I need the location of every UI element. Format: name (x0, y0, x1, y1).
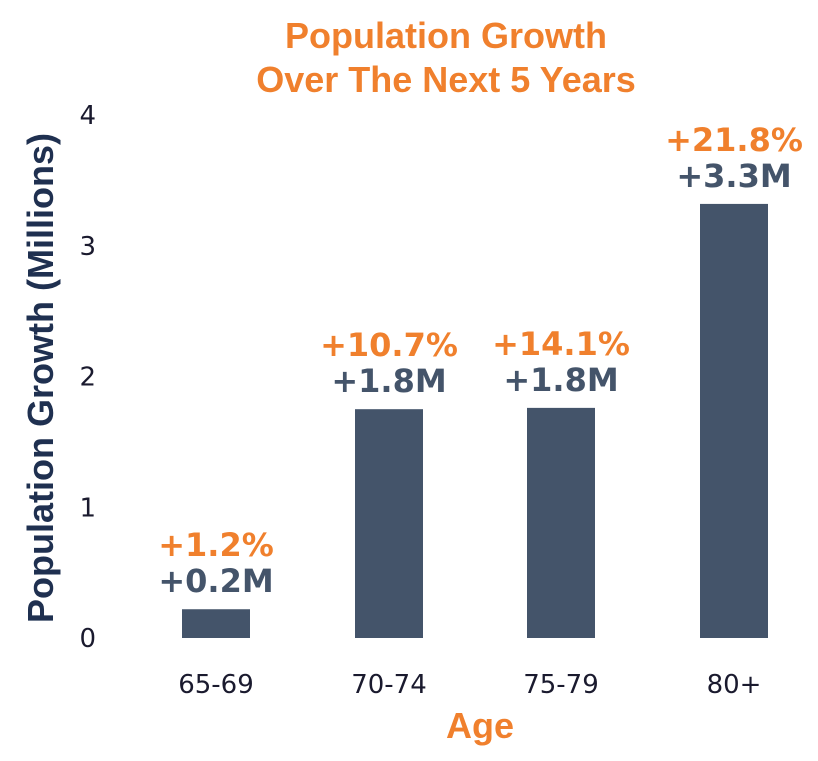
bar-percent-label: +14.1% (492, 325, 630, 363)
x-tick-label: 70-74 (351, 670, 427, 700)
y-tick-label: 0 (79, 624, 96, 654)
y-tick-label: 1 (79, 493, 96, 523)
x-tick-label: 80+ (707, 670, 762, 700)
bar-value-label: +1.8M (503, 361, 618, 399)
y-axis-label: Population Growth (Millions) (20, 133, 61, 623)
x-axis-label: Age (446, 705, 514, 746)
bars-group: +0.2M+1.2%+1.8M+10.7%+1.8M+14.1%+3.3M+21… (158, 121, 803, 638)
x-axis-ticks: 65-69 70-74 75-79 80+ (178, 670, 761, 700)
bar-80+ (700, 203, 768, 638)
bar-percent-label: +1.2% (158, 526, 274, 564)
bar-value-label: +1.8M (331, 362, 446, 400)
bar-75-79 (527, 407, 595, 638)
bar-value-label: +0.2M (158, 562, 273, 600)
x-tick-label: 65-69 (178, 670, 254, 700)
y-tick-label: 3 (79, 232, 96, 262)
chart-title-line-2: Over The Next 5 Years (256, 59, 636, 100)
y-tick-label: 4 (79, 101, 96, 131)
bar-65-69 (182, 609, 250, 638)
y-axis-ticks: 0 1 2 3 4 (79, 101, 96, 654)
x-tick-label: 75-79 (523, 670, 599, 700)
chart-title-line-1: Population Growth (285, 15, 607, 56)
bar-percent-label: +21.8% (665, 121, 803, 159)
bar-value-label: +3.3M (676, 157, 791, 195)
bar-percent-label: +10.7% (320, 326, 458, 364)
y-tick-label: 2 (79, 363, 96, 393)
bar-70-74 (355, 409, 423, 638)
